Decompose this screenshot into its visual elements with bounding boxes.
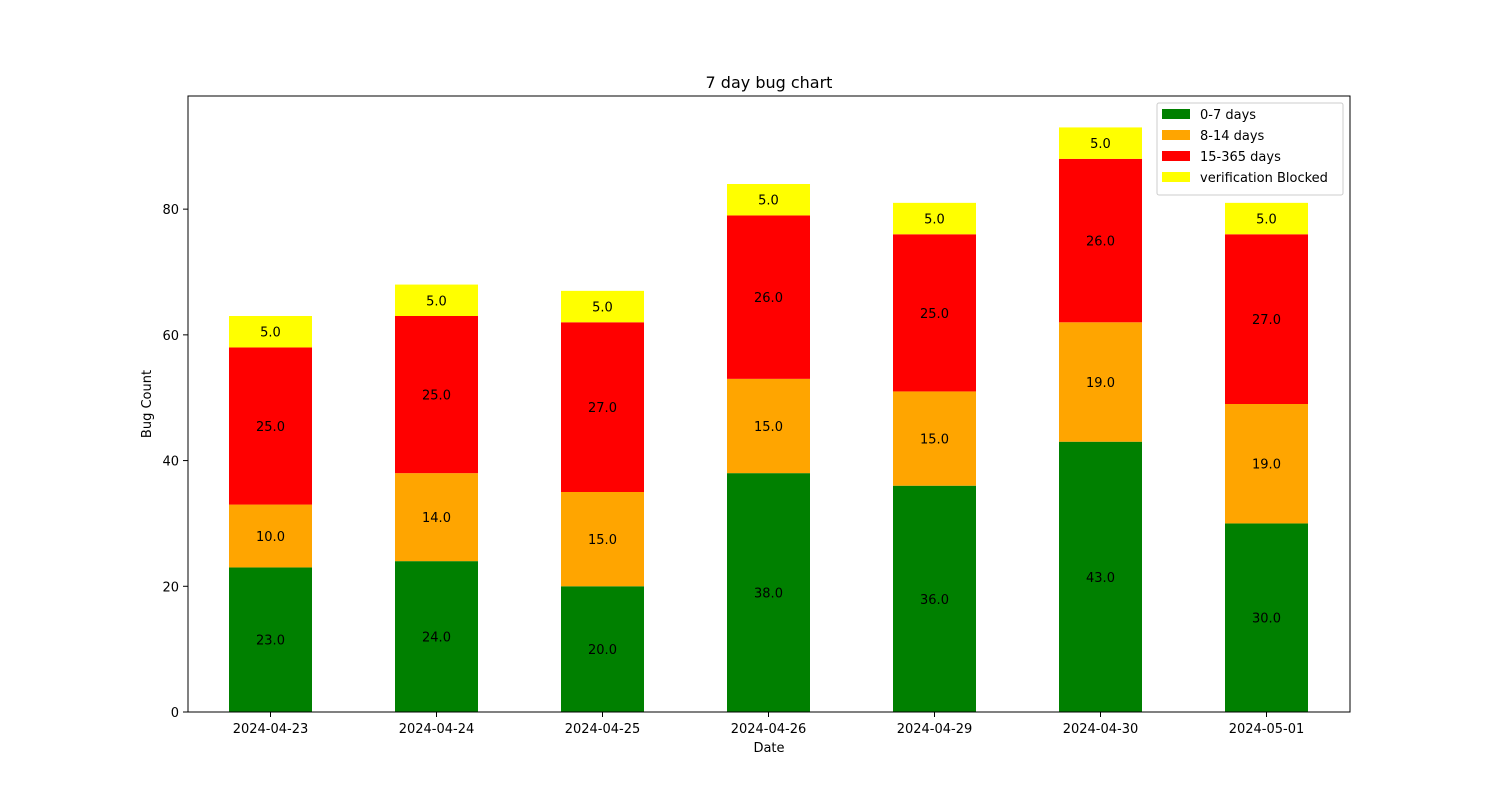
legend-swatch: [1162, 172, 1190, 182]
bar-segment: [229, 316, 312, 348]
x-tick-label: 2024-04-25: [565, 722, 641, 737]
bar-segment: [1225, 523, 1308, 712]
bar-value-label: 19.0: [1252, 458, 1281, 473]
bar-segment: [395, 316, 478, 474]
bar-value-label: 26.0: [754, 291, 783, 306]
bar-value-label: 5.0: [758, 194, 779, 209]
bar-labels-layer: 23.0 10.0 25.0 5.0 24.0 14.0 25.0 5.0 20.0 15.0 27…: [256, 137, 1281, 658]
bar-segment: [893, 234, 976, 392]
bars-layer: [229, 127, 1308, 712]
bar-value-label: 14.0: [422, 511, 451, 526]
x-tick-label: 2024-04-23: [233, 722, 309, 737]
bar-value-label: 27.0: [1252, 313, 1281, 328]
y-tick-label: 80: [162, 203, 179, 218]
legend-box: [1156, 102, 1344, 196]
bar-value-label: 19.0: [1086, 376, 1115, 391]
legend-swatch: [1162, 151, 1190, 161]
bar-segment: [229, 567, 312, 712]
bar-segment: [893, 391, 976, 486]
axes-layer: 0 20 40 60 80 2024-04-23 2024-04-24 2024-04-25 2…: [162, 95, 1351, 737]
bar-value-label: 10.0: [256, 530, 285, 545]
legend-label: 15-365 days: [1200, 150, 1281, 165]
legend-swatch: [1162, 130, 1190, 140]
bar-segment: [727, 378, 810, 474]
bar-value-label: 30.0: [1252, 612, 1281, 627]
y-tick-label: 60: [162, 329, 179, 344]
bar-value-label: 15.0: [920, 433, 949, 448]
bar-segment: [1059, 322, 1142, 442]
legend-label: 8-14 days: [1200, 129, 1265, 144]
bar-value-label: 5.0: [924, 213, 945, 228]
bar-value-label: 43.0: [1086, 571, 1115, 586]
bar-value-label: 15.0: [588, 533, 617, 548]
bar-segment: [1225, 202, 1308, 235]
y-tick-label: 40: [162, 455, 179, 470]
bar-value-label: 25.0: [422, 389, 451, 404]
y-tick-label: 0: [171, 706, 179, 721]
bar-segment: [1059, 127, 1142, 159]
bar-segment: [395, 473, 478, 562]
bar-segment: [395, 284, 478, 316]
x-tick-label: 2024-04-26: [731, 722, 807, 737]
bar-segment: [727, 215, 810, 379]
bar-value-label: 15.0: [754, 420, 783, 435]
bar-segment: [561, 322, 644, 492]
bar-value-label: 25.0: [256, 420, 285, 435]
bar-segment: [1225, 404, 1308, 524]
bar-value-label: 25.0: [920, 307, 949, 322]
y-axis-label: Bug Count: [140, 370, 155, 438]
bar-segment: [727, 473, 810, 712]
bar-value-label: 24.0: [422, 631, 451, 646]
bar-segment: [229, 504, 312, 568]
bar-segment: [395, 561, 478, 712]
bar-segment: [1059, 441, 1142, 712]
bar-segment: [893, 202, 976, 235]
x-axis-label: Date: [753, 741, 784, 756]
bar-segment: [1059, 158, 1142, 323]
bar-segment: [1225, 234, 1308, 404]
bar-value-label: 5.0: [426, 294, 447, 309]
bar-segment: [229, 347, 312, 505]
bar-value-label: 5.0: [1090, 137, 1111, 152]
bar-segment: [561, 492, 644, 587]
bar-value-label: 27.0: [588, 401, 617, 416]
bar-value-label: 26.0: [1086, 235, 1115, 250]
bar-value-label: 5.0: [592, 301, 613, 316]
bar-value-label: 23.0: [256, 634, 285, 649]
legend: 0-7 days 8-14 days 15-365 days verification…: [1156, 102, 1344, 196]
x-tick-label: 2024-05-01: [1229, 722, 1305, 737]
bar-value-label: 5.0: [260, 326, 281, 341]
bar-value-label: 38.0: [754, 587, 783, 602]
bar-segment: [561, 586, 644, 712]
bar-value-label: 5.0: [1256, 213, 1277, 228]
bar-segment: [727, 184, 810, 216]
x-tick-label: 2024-04-29: [897, 722, 973, 737]
bar-value-label: 36.0: [920, 593, 949, 608]
legend-label: verification Blocked: [1200, 171, 1328, 186]
bar-segment: [893, 485, 976, 712]
chart-title: 7 day bug chart: [706, 73, 833, 92]
bar-value-label: 20.0: [588, 643, 617, 658]
y-tick-label: 20: [162, 580, 179, 595]
bar-segment: [561, 290, 644, 323]
x-tick-label: 2024-04-30: [1063, 722, 1139, 737]
x-tick-label: 2024-04-24: [399, 722, 475, 737]
legend-label: 0-7 days: [1200, 108, 1256, 123]
legend-swatch: [1162, 109, 1190, 119]
